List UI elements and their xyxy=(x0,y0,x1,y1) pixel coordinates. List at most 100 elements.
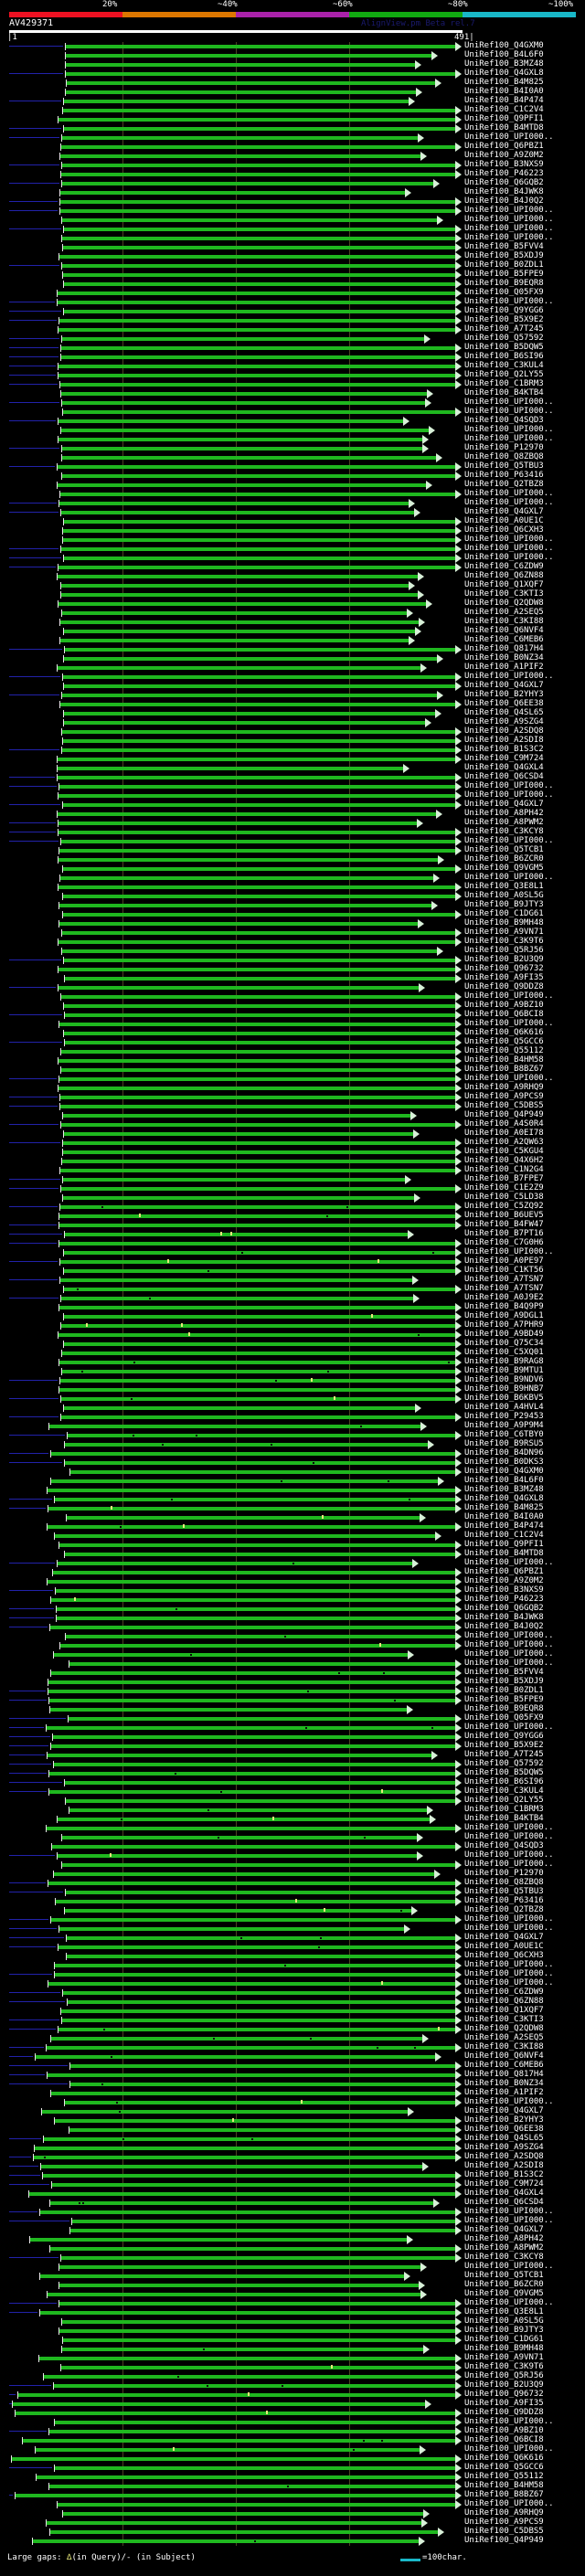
hit-label[interactable]: UniRef100_A8PH42 xyxy=(464,809,544,818)
hit-label[interactable]: UniRef100_B9EQR8 xyxy=(464,1704,544,1713)
table-row[interactable]: UniRef100_UPI000.. xyxy=(0,874,585,883)
table-row[interactable]: UniRef100_Q8ZBQ8 xyxy=(0,1879,585,1888)
table-row[interactable]: UniRef100_C3KCY8 xyxy=(0,2253,585,2263)
table-row[interactable]: UniRef100_A7TSN7 xyxy=(0,1285,585,1294)
hsp-bar[interactable] xyxy=(62,611,408,615)
hsp-bar[interactable] xyxy=(62,164,456,167)
table-row[interactable]: UniRef100_Q9YGG6 xyxy=(0,307,585,316)
table-row[interactable]: UniRef100_B1S3C2 xyxy=(0,746,585,755)
hsp-bar[interactable] xyxy=(62,1836,418,1839)
hsp-bar[interactable] xyxy=(16,2412,456,2415)
table-row[interactable]: UniRef100_Q4SQD3 xyxy=(0,417,585,426)
hsp-bar[interactable] xyxy=(58,365,456,368)
hsp-bar[interactable] xyxy=(36,2448,420,2452)
hit-label[interactable]: UniRef100_C3KTI3 xyxy=(464,2015,544,2024)
hit-label[interactable]: UniRef100_UPI000.. xyxy=(464,2207,554,2216)
hit-label[interactable]: UniRef100_A9Z0M2 xyxy=(464,151,544,160)
hsp-bar[interactable] xyxy=(62,401,427,405)
hit-label[interactable]: UniRef100_A4S0R4 xyxy=(464,1119,544,1129)
hsp-bar[interactable] xyxy=(55,1534,436,1538)
table-row[interactable]: UniRef100_C7G0H6 xyxy=(0,1239,585,1248)
table-row[interactable]: UniRef100_Q05FX9 xyxy=(0,289,585,298)
table-row[interactable]: UniRef100_C6MEB6 xyxy=(0,2062,585,2071)
hsp-bar[interactable] xyxy=(62,337,425,341)
hit-label[interactable]: UniRef100_A9SZG4 xyxy=(464,717,544,726)
table-row[interactable]: UniRef100_UPI000.. xyxy=(0,435,585,444)
hsp-bar[interactable] xyxy=(64,100,410,103)
hsp-bar[interactable] xyxy=(63,867,456,871)
hit-label[interactable]: UniRef100_A9FI35 xyxy=(464,973,544,982)
table-row[interactable]: UniRef100_A9SZG4 xyxy=(0,2144,585,2153)
table-row[interactable]: UniRef100_B5XDJ9 xyxy=(0,252,585,261)
table-row[interactable]: UniRef100_Q1XQF7 xyxy=(0,2007,585,2016)
hit-label[interactable]: UniRef100_B9MH48 xyxy=(464,2344,544,2353)
hit-label[interactable]: UniRef100_C1KT56 xyxy=(464,1266,544,1275)
table-row[interactable]: UniRef100_C5DBS5 xyxy=(0,2528,585,2537)
table-row[interactable]: UniRef100_Q4GXL4 xyxy=(0,2189,585,2199)
hsp-bar[interactable] xyxy=(59,1361,456,1364)
hsp-bar[interactable] xyxy=(59,1242,456,1246)
hsp-bar[interactable] xyxy=(59,1927,406,1931)
table-row[interactable]: UniRef100_UPI000.. xyxy=(0,1723,585,1733)
hsp-bar[interactable] xyxy=(48,1982,456,1986)
hsp-bar[interactable] xyxy=(62,1370,456,1373)
hsp-bar[interactable] xyxy=(70,1470,456,1474)
hit-label[interactable]: UniRef100_A8PWM2 xyxy=(464,818,544,827)
hit-label[interactable]: UniRef100_Q57592 xyxy=(464,1759,544,1768)
table-row[interactable]: UniRef100_Q5GCC6 xyxy=(0,1038,585,1047)
hsp-bar[interactable] xyxy=(58,666,421,670)
hsp-bar[interactable] xyxy=(52,1845,456,1849)
table-row[interactable]: UniRef100_B5FPE9 xyxy=(0,1696,585,1705)
table-row[interactable]: UniRef100_A8PH42 xyxy=(0,2235,585,2244)
table-row[interactable]: UniRef100_UPI000.. xyxy=(0,1659,585,1669)
table-row[interactable]: UniRef100_UPI000.. xyxy=(0,1075,585,1084)
table-row[interactable]: UniRef100_B4MTD8 xyxy=(0,124,585,133)
hit-label[interactable]: UniRef100_B4FW47 xyxy=(464,1220,544,1229)
hit-label[interactable]: UniRef100_C5XQ01 xyxy=(464,1348,544,1357)
hsp-bar[interactable] xyxy=(61,2366,456,2369)
hit-label[interactable]: UniRef100_Q2LY55 xyxy=(464,1796,544,1805)
hsp-bar[interactable] xyxy=(62,218,438,222)
hsp-bar[interactable] xyxy=(61,1050,456,1054)
hit-label[interactable]: UniRef100_B9NDV6 xyxy=(464,1375,544,1384)
hit-label[interactable]: UniRef100_Q2TBZ8 xyxy=(464,480,544,489)
hit-label[interactable]: UniRef100_Q9PFI1 xyxy=(464,114,544,123)
table-row[interactable]: UniRef100_Q9VGM5 xyxy=(0,864,585,874)
hit-label[interactable]: UniRef100_Q4GXL7 xyxy=(464,1933,544,1942)
hsp-bar[interactable] xyxy=(62,264,456,268)
hsp-bar[interactable] xyxy=(40,2311,456,2315)
hit-label[interactable]: UniRef100_C3KTI3 xyxy=(464,589,544,599)
table-row[interactable]: UniRef100_Q6PBZ1 xyxy=(0,1568,585,1577)
table-row[interactable]: UniRef100_C3KCY8 xyxy=(0,828,585,837)
table-row[interactable]: UniRef100_B2YHY3 xyxy=(0,2116,585,2125)
hit-label[interactable]: UniRef100_UPI000.. xyxy=(464,553,554,562)
table-row[interactable]: UniRef100_B9EQR8 xyxy=(0,1705,585,1714)
hit-label[interactable]: UniRef100_C3K9T6 xyxy=(464,2362,544,2371)
hsp-bar[interactable] xyxy=(65,1909,412,1913)
hsp-bar[interactable] xyxy=(55,1973,456,1977)
table-row[interactable]: UniRef100_B4FW47 xyxy=(0,1221,585,1230)
table-row[interactable]: UniRef100_B5FPE9 xyxy=(0,270,585,280)
table-row[interactable]: UniRef100_Q5TCB1 xyxy=(0,846,585,855)
hsp-bar[interactable] xyxy=(61,511,415,514)
table-row[interactable]: UniRef100_Q5TBU3 xyxy=(0,462,585,472)
hit-label[interactable]: UniRef100_Q6CXH3 xyxy=(464,525,544,535)
table-row[interactable]: UniRef100_UPI000.. xyxy=(0,398,585,408)
table-row[interactable]: UniRef100_B4I0A0 xyxy=(0,1513,585,1522)
hit-label[interactable]: UniRef100_B4I0A0 xyxy=(464,1512,544,1521)
hsp-bar[interactable] xyxy=(59,922,420,926)
hsp-bar[interactable] xyxy=(55,1964,456,1967)
hsp-bar[interactable] xyxy=(62,730,456,734)
table-row[interactable]: UniRef100_Q4X6H2 xyxy=(0,1157,585,1166)
hit-label[interactable]: UniRef100_Q4GXM0 xyxy=(464,1467,544,1476)
hit-label[interactable]: UniRef100_C3KCY8 xyxy=(464,827,544,836)
hit-label[interactable]: UniRef100_UPI000.. xyxy=(464,1074,554,1083)
hsp-bar[interactable] xyxy=(66,54,432,58)
hit-label[interactable]: UniRef100_Q6ZN88 xyxy=(464,1997,544,2006)
hit-label[interactable]: UniRef100_UPI000.. xyxy=(464,2262,554,2271)
table-row[interactable]: UniRef100_A9BZ10 xyxy=(0,2427,585,2436)
hsp-bar[interactable] xyxy=(60,1096,456,1099)
hsp-bar[interactable] xyxy=(58,767,404,770)
table-row[interactable]: UniRef100_B0ZDL1 xyxy=(0,261,585,270)
table-row[interactable]: UniRef100_A0EI78 xyxy=(0,1129,585,1139)
